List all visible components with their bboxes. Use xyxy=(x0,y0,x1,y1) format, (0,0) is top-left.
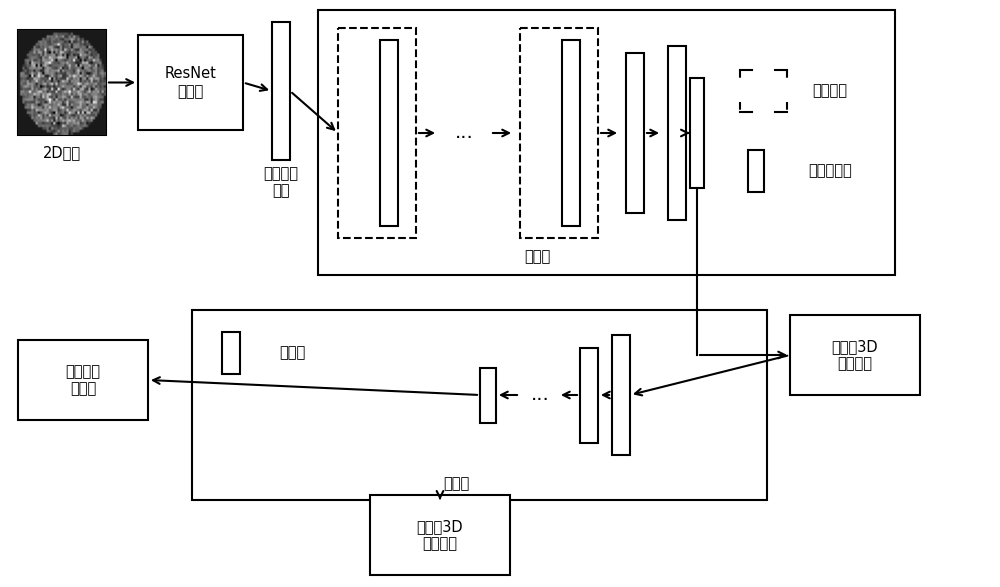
Text: 编码特征
向量: 编码特征 向量 xyxy=(264,166,298,198)
Bar xyxy=(520,28,598,238)
Bar xyxy=(272,22,290,160)
Text: ...: ... xyxy=(455,123,473,143)
Bar xyxy=(690,78,704,188)
Bar xyxy=(192,310,767,500)
Text: 生成器: 生成器 xyxy=(524,249,550,265)
Bar xyxy=(790,315,920,395)
Bar xyxy=(138,35,243,130)
Bar xyxy=(612,335,630,455)
Bar xyxy=(318,10,895,275)
Text: 分支模块: 分支模块 xyxy=(812,83,848,99)
Text: 判删器: 判删器 xyxy=(443,477,470,491)
Bar xyxy=(668,46,686,220)
Text: 2D图像: 2D图像 xyxy=(43,146,81,160)
Bar xyxy=(380,40,398,226)
Text: 全连接: 全连接 xyxy=(279,346,305,360)
Bar xyxy=(748,150,764,192)
Text: 图卷积模块: 图卷积模块 xyxy=(808,164,852,178)
Bar xyxy=(338,28,416,238)
Bar xyxy=(480,367,496,423)
Bar xyxy=(222,332,240,374)
Bar xyxy=(18,30,106,135)
Text: ResNet
编码器: ResNet 编码器 xyxy=(165,66,216,99)
Bar xyxy=(18,340,148,420)
Bar xyxy=(562,40,580,226)
Bar xyxy=(626,53,644,213)
Bar xyxy=(370,495,510,575)
Text: ...: ... xyxy=(531,386,549,404)
Text: 预测的3D
点云图像: 预测的3D 点云图像 xyxy=(832,339,878,371)
Text: 判断是真
还是假: 判断是真 还是假 xyxy=(66,364,100,396)
Bar xyxy=(580,348,598,443)
Text: 真实的3D
点云图像: 真实的3D 点云图像 xyxy=(417,519,463,551)
